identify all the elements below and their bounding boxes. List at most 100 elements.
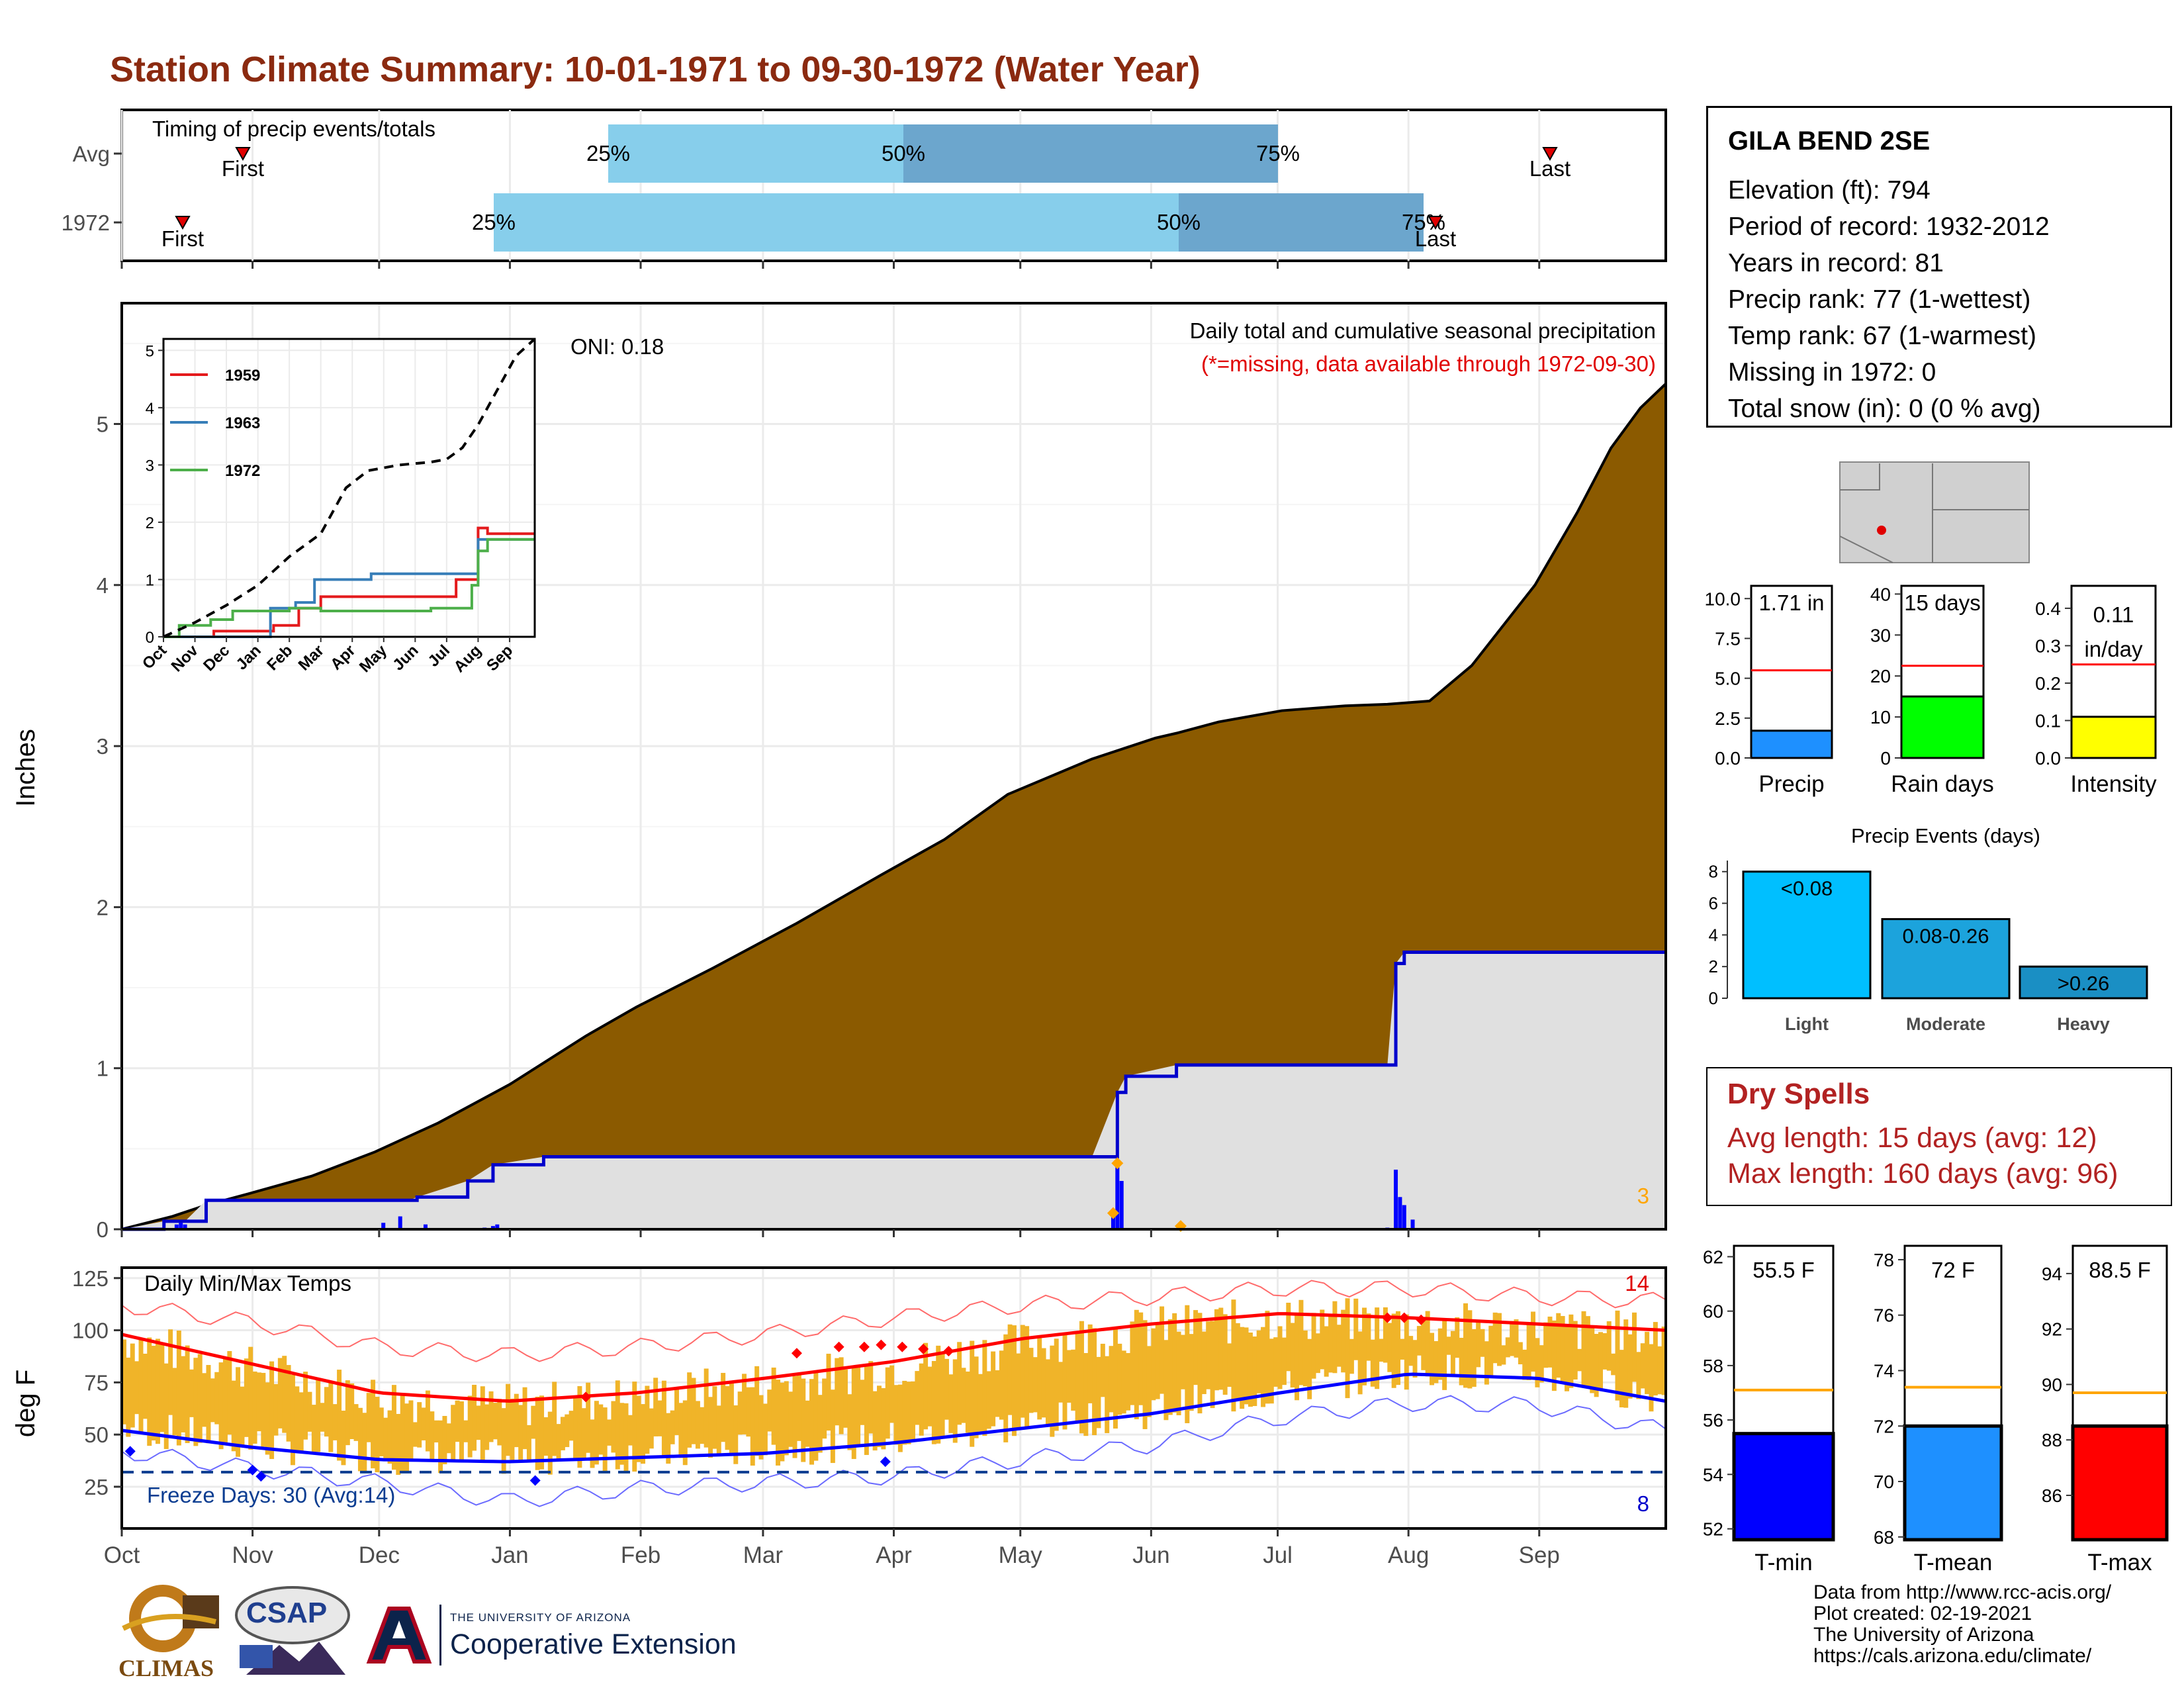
daily-temp-bar (163, 1363, 169, 1449)
daily-temp-bar (1134, 1309, 1139, 1420)
climas-logo-graphic (122, 1585, 219, 1652)
climas-logo: CLIMAS (110, 1582, 222, 1681)
mini-bar-frame (1750, 585, 1833, 759)
daily-temp-bar (425, 1390, 430, 1452)
daily-temp-bar (391, 1385, 396, 1470)
daily-temp-bar (1412, 1340, 1418, 1378)
daily-temp-bar (282, 1356, 287, 1433)
month-label: Mar (743, 1542, 784, 1568)
daily-temp-bar (547, 1411, 553, 1475)
daily-temp-bar (522, 1387, 527, 1450)
daily-temp-bar (252, 1371, 257, 1444)
daily-temp-bar (1611, 1353, 1616, 1376)
daily-temp-bar (142, 1353, 148, 1419)
temp-bar-value (2071, 1424, 2169, 1542)
daily-temp-bar (1176, 1331, 1181, 1415)
daily-temp-bar (1437, 1328, 1443, 1380)
precip-event-bar (1742, 870, 1872, 1000)
station-snow: Total snow (in): 0 (0 % avg) (1728, 395, 2041, 423)
daily-temp-bar (273, 1383, 279, 1436)
daily-temp-bar (700, 1407, 705, 1444)
daily-temp-bar (712, 1386, 717, 1449)
daily-temp-bar (737, 1391, 743, 1435)
daily-temp-bar (721, 1372, 726, 1442)
daily-temp-bar (1581, 1311, 1586, 1386)
daily-temp-bar (957, 1342, 962, 1425)
daily-temp-bar (1235, 1323, 1240, 1399)
daily-temp-bar (1265, 1311, 1270, 1404)
daily-temp-bar (839, 1357, 844, 1434)
month-label: Oct (104, 1542, 140, 1568)
daily-temp-bar (1295, 1312, 1300, 1401)
temp-y-tick-label: 125 (72, 1266, 109, 1291)
daily-temp-bar (851, 1366, 856, 1460)
precip-event-bar-label: <0.08 (1781, 877, 1833, 900)
station-elevation: Elevation (ft): 794 (1728, 176, 1931, 205)
daily-temp-bar (138, 1338, 144, 1432)
daily-temp-bar (1446, 1336, 1451, 1355)
daily-temp-bar (371, 1380, 376, 1469)
temp-bar-tick-label: 92 (2042, 1319, 2062, 1340)
daily-temp-bar (1058, 1362, 1064, 1403)
daily-temp-bar (1261, 1327, 1266, 1407)
daily-temp-bar (830, 1389, 835, 1464)
temp-bar-tick-label: 90 (2042, 1374, 2062, 1395)
month-label: Nov (232, 1542, 273, 1568)
daily-temp-bar (421, 1407, 426, 1440)
temp-bar-tick-label: 68 (1874, 1527, 1894, 1548)
timing-avg-bar-second-half (903, 124, 1278, 183)
precip-extreme-marker (1107, 1207, 1119, 1219)
daily-temp-bar (1531, 1311, 1535, 1372)
precip-event-bar (2019, 965, 2148, 1000)
temp-panel-title: Daily Min/Max Temps (144, 1271, 351, 1295)
daily-temp-bar (459, 1401, 464, 1460)
daily-temp-bar (1121, 1350, 1126, 1414)
daily-temp-bar (269, 1361, 275, 1460)
daily-temp-bar (1100, 1343, 1105, 1397)
temp-bar-tick-label: 94 (2042, 1264, 2062, 1284)
mini-bar-tick-label: 10.0 (1705, 588, 1741, 609)
temp-bar-tick-label: 54 (1703, 1464, 1723, 1485)
daily-temp-bar (1256, 1330, 1261, 1393)
daily-temp-bar (1315, 1333, 1320, 1374)
precip-missing-note: (*=missing, data available through 1972-… (1201, 352, 1656, 376)
daily-temp-bar (1606, 1321, 1612, 1371)
daily-temp-bar (750, 1387, 755, 1466)
daily-temp-bar (332, 1404, 338, 1440)
daily-temp-bar (965, 1371, 970, 1433)
cold-extreme-marker (880, 1456, 891, 1468)
daily-temp-bar (1146, 1346, 1152, 1417)
daily-temp-bar (805, 1400, 810, 1447)
daily-temp-bar (1032, 1357, 1038, 1413)
station-location-dot (1877, 526, 1886, 535)
inset-series-line (163, 538, 535, 638)
daily-temp-bar (1471, 1329, 1477, 1387)
daily-temp-bar (687, 1372, 692, 1448)
month-label: Aug (1388, 1542, 1429, 1568)
mini-bar-tick-label: 0.0 (1715, 748, 1741, 769)
daily-temp-bar (265, 1382, 270, 1455)
daily-temp-bar (433, 1420, 439, 1443)
daily-temp-bar (1400, 1338, 1405, 1360)
timing-1972-p50: 50% (1157, 210, 1201, 234)
daily-temp-bar (472, 1384, 477, 1451)
hot-extreme-marker (897, 1341, 908, 1352)
daily-temp-bar (1362, 1307, 1367, 1385)
daily-temp-bar (666, 1413, 671, 1464)
daily-temp-bar (1016, 1353, 1021, 1430)
daily-temp-bar (1522, 1349, 1527, 1380)
mini-bar-tick-label: 0.0 (2035, 748, 2061, 769)
daily-temp-bar (661, 1380, 666, 1456)
daily-temp-bar (649, 1408, 654, 1449)
daily-temp-bar (1497, 1313, 1502, 1366)
daily-temp-bar (809, 1379, 814, 1465)
daily-temp-bar (885, 1367, 890, 1439)
csap-logo-graphic (235, 1586, 350, 1675)
daily-temp-bar (1484, 1341, 1489, 1385)
daily-temp-bar (510, 1398, 515, 1462)
daily-temp-bar (543, 1417, 549, 1456)
inset-legend-label: 1972 (225, 462, 260, 480)
daily-temp-bar (1645, 1331, 1650, 1395)
daily-temp-bar (1244, 1327, 1249, 1405)
daily-temp-bar (847, 1394, 852, 1450)
